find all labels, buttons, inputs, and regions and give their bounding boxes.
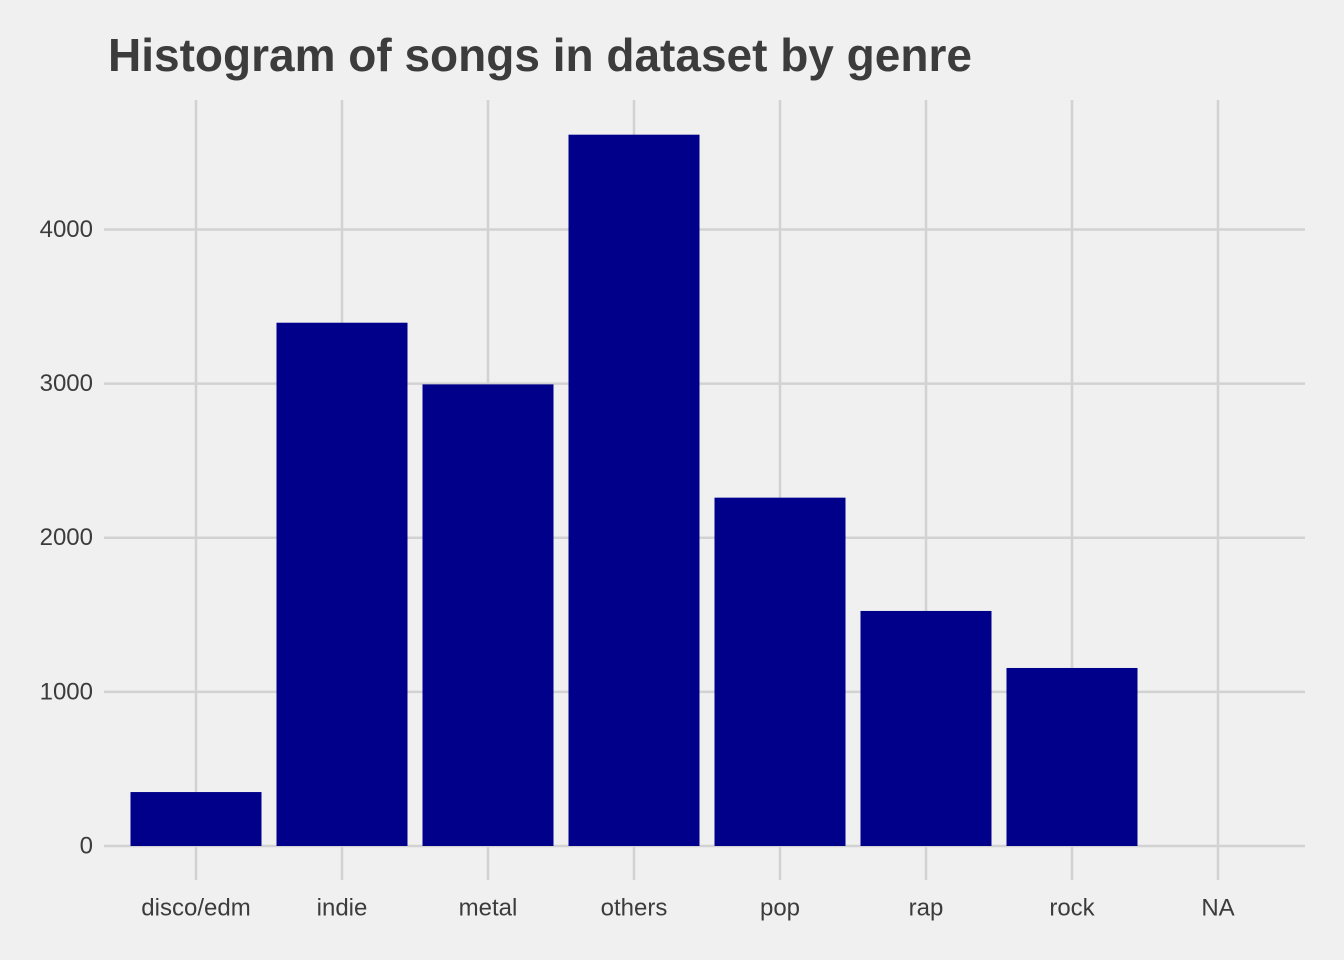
bar-rap (860, 610, 992, 846)
bar-metal (422, 384, 554, 846)
x-tick-label: rap (909, 895, 944, 922)
bar-disco-edm (130, 792, 262, 846)
x-tick-label: disco/edm (141, 895, 250, 922)
bar-indie (276, 322, 408, 846)
x-tick-label: indie (317, 895, 368, 922)
x-tick-label: rock (1049, 895, 1095, 922)
bars (130, 134, 1138, 846)
y-tick-label: 0 (80, 833, 93, 860)
x-tick-label: others (601, 895, 668, 922)
x-tick-label: pop (760, 895, 800, 922)
y-tick-label: 3000 (40, 370, 93, 397)
bar-others (568, 134, 700, 846)
bar-rock (1006, 667, 1138, 846)
y-tick-label: 1000 (40, 678, 93, 705)
y-tick-label: 4000 (40, 216, 93, 243)
x-axis: disco/edm indie metal others pop rap rock NA (141, 846, 1235, 922)
y-tick-label: 2000 (40, 524, 93, 551)
x-tick-label: NA (1201, 895, 1234, 922)
chart-title: Histogram of songs in dataset by genre (108, 29, 972, 81)
x-tick-label: metal (459, 895, 518, 922)
y-axis: 0 1000 2000 3000 4000 (40, 216, 93, 860)
bar-pop (714, 497, 846, 846)
